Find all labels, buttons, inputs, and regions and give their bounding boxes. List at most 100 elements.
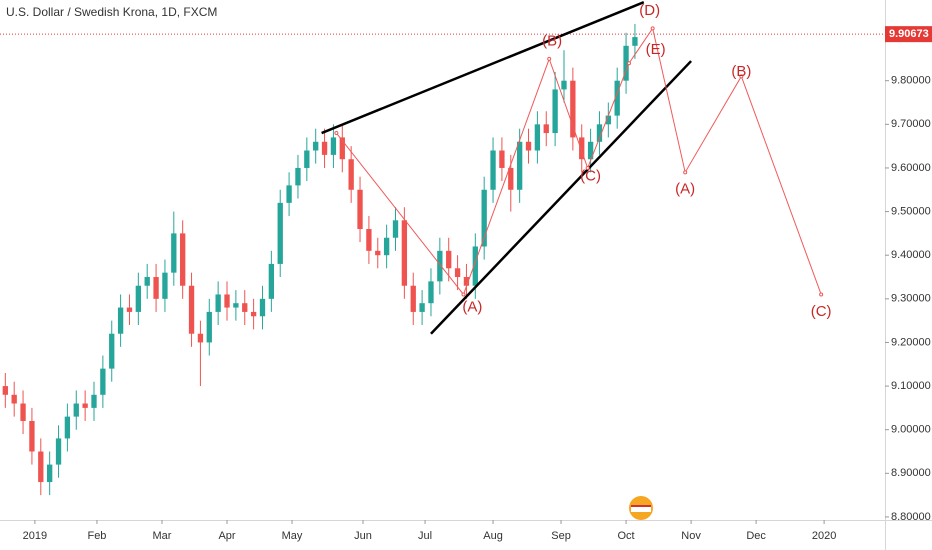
wave-label: (B) [731,63,751,80]
candle-body [206,311,212,343]
y-tick-label: 9.60000 [891,162,931,174]
candle-body [534,124,541,151]
candle-body [499,150,505,168]
candle-body [82,403,88,408]
wave-label: (A) [462,299,482,316]
candle-body [55,438,62,465]
candle-body [330,137,337,155]
candle-body [383,237,390,256]
x-tick-label: Apr [218,530,235,542]
candle-body [437,250,443,282]
x-tick-label: May [282,530,303,542]
candle-body [286,185,292,203]
wave-point [547,56,552,61]
wave-point [683,170,688,175]
candle-body [188,285,195,334]
candle-body [454,268,461,278]
candle-body [446,250,452,269]
wave-label: (C) [811,303,832,320]
candle-body [29,420,35,452]
wave-point [334,131,339,136]
candle-body [268,263,275,299]
candle-body [233,303,239,308]
x-tick-label: 2019 [23,530,47,542]
candle-body [552,89,558,134]
candle-body [117,307,124,334]
wave-label: (D) [639,2,660,19]
candle-body [428,281,434,304]
candle-body [375,250,381,256]
x-tick-label: Mar [153,530,172,542]
candle-body [277,202,283,264]
candle-body [135,285,141,312]
candle-body [419,303,425,312]
y-tick-label: 9.10000 [891,380,931,392]
candle-body [109,333,115,369]
x-tick-label: Feb [87,530,106,542]
y-tick-label: 9.70000 [891,118,931,130]
x-tick-label: Sep [551,530,571,542]
x-tick-label: 2020 [812,530,836,542]
candle-body [614,80,620,116]
candle-body [144,277,150,286]
wave-label: (E) [646,41,666,58]
candle-body [472,246,478,286]
x-tick-label: Oct [617,530,634,542]
candle-body [46,464,53,483]
y-tick-label: 9.50000 [891,205,931,217]
candle-body [623,45,629,81]
x-tick-label: Dec [746,530,766,542]
candle-body [366,229,372,251]
candle-body [481,189,487,247]
wave-point [461,292,466,297]
candle-body [313,141,319,151]
candle-body [171,233,177,273]
candle-body [38,451,44,483]
candle-body [224,294,230,308]
wave-point [739,74,744,79]
candle-body [596,124,603,142]
candle-body [304,150,310,168]
candle-body [579,137,585,160]
y-tick-label: 9.40000 [891,249,931,261]
candle-body [100,368,106,395]
candle-body [463,277,470,286]
candle-body [401,220,408,286]
candle-body [126,307,133,312]
y-tick-label: 8.80000 [891,511,931,523]
candle-body [490,150,496,190]
candle-body [153,277,159,299]
candle-body [197,333,204,343]
x-tick-label: Jun [354,530,372,542]
candle-body [410,285,416,312]
candle-body [339,137,345,160]
candle-body [295,167,301,186]
trend-line [321,1,645,135]
candle-body [605,115,611,125]
candle-body [180,233,186,286]
candle-body [516,141,523,190]
x-tick-label: Jul [418,530,432,542]
last-price-label: 9.90673 [889,28,929,40]
wave-point [650,26,655,31]
candle-body [259,298,266,317]
wave-point [585,165,590,170]
candle-body [392,220,399,238]
candle-body [64,416,71,439]
candle-body [348,159,354,190]
y-tick-label: 8.90000 [891,467,931,479]
candle-body [632,37,638,46]
candle-body [91,394,97,408]
candle-body [508,167,514,190]
candle-body [321,141,328,155]
wave-label: (C) [580,168,601,185]
candle-body [2,386,8,395]
y-tick-label: 9.00000 [891,424,931,436]
wave-point [627,61,632,66]
chart-title: U.S. Dollar / Swedish Krona, 1D, FXCM [6,5,217,19]
y-tick-label: 9.80000 [891,75,931,87]
candle-body [525,141,532,151]
y-tick-label: 9.30000 [891,293,931,305]
candle-body [357,189,363,230]
